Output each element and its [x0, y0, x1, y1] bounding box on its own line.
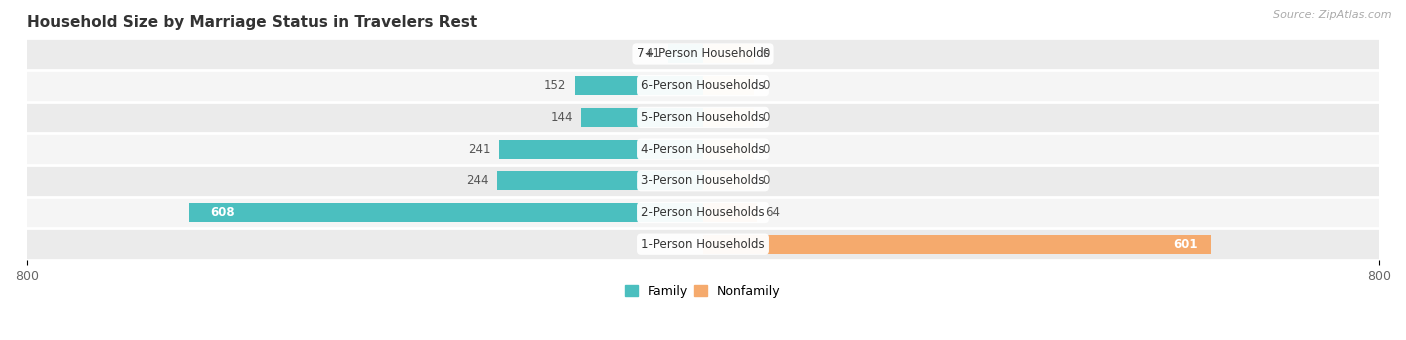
Text: 5-Person Households: 5-Person Households — [641, 111, 765, 124]
Bar — [27, 133, 1379, 165]
Bar — [703, 108, 754, 127]
Text: 0: 0 — [762, 111, 769, 124]
Text: 608: 608 — [211, 206, 235, 219]
Text: 144: 144 — [550, 111, 572, 124]
Bar — [703, 203, 756, 222]
Bar — [27, 197, 1379, 228]
Bar — [668, 45, 703, 64]
Text: 7+ Person Households: 7+ Person Households — [637, 48, 769, 61]
Bar — [27, 102, 1379, 133]
Text: Source: ZipAtlas.com: Source: ZipAtlas.com — [1274, 10, 1392, 20]
Bar — [703, 235, 1211, 254]
Text: 3-Person Households: 3-Person Households — [641, 174, 765, 187]
Bar — [703, 171, 754, 190]
Text: 1-Person Households: 1-Person Households — [641, 238, 765, 251]
Text: 244: 244 — [465, 174, 488, 187]
Text: 0: 0 — [762, 174, 769, 187]
Text: 0: 0 — [762, 142, 769, 156]
Bar — [496, 171, 703, 190]
Bar — [27, 165, 1379, 197]
Text: 0: 0 — [762, 48, 769, 61]
Text: 41: 41 — [645, 48, 659, 61]
Bar — [27, 38, 1379, 70]
Text: Household Size by Marriage Status in Travelers Rest: Household Size by Marriage Status in Tra… — [27, 15, 477, 30]
Bar — [190, 203, 703, 222]
Legend: Family, Nonfamily: Family, Nonfamily — [620, 279, 786, 303]
Text: 0: 0 — [762, 79, 769, 92]
Text: 64: 64 — [765, 206, 780, 219]
Text: 2-Person Households: 2-Person Households — [641, 206, 765, 219]
Bar — [499, 140, 703, 158]
Bar — [27, 70, 1379, 102]
Bar — [703, 45, 754, 64]
Text: 601: 601 — [1174, 238, 1198, 251]
Bar — [703, 76, 754, 95]
Text: 241: 241 — [468, 142, 491, 156]
Text: 4-Person Households: 4-Person Households — [641, 142, 765, 156]
Text: 6-Person Households: 6-Person Households — [641, 79, 765, 92]
Bar — [703, 140, 754, 158]
Bar — [581, 108, 703, 127]
Bar — [575, 76, 703, 95]
Bar — [27, 228, 1379, 260]
Text: 152: 152 — [544, 79, 567, 92]
